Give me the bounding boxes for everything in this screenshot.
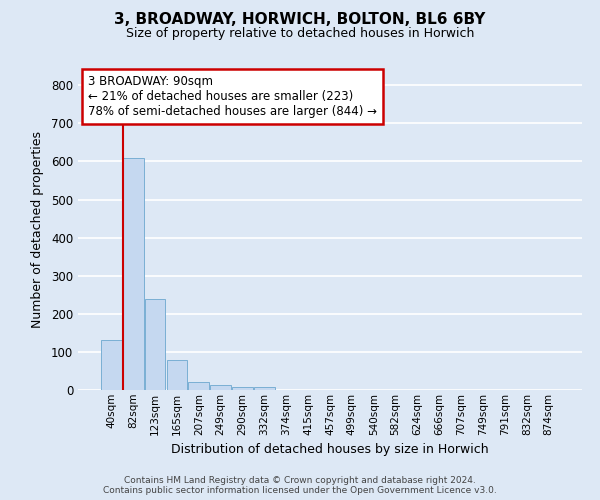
Text: 3 BROADWAY: 90sqm
← 21% of detached houses are smaller (223)
78% of semi-detache: 3 BROADWAY: 90sqm ← 21% of detached hous…: [88, 75, 377, 118]
Y-axis label: Number of detached properties: Number of detached properties: [31, 132, 44, 328]
Bar: [167, 360, 187, 390]
Text: 3, BROADWAY, HORWICH, BOLTON, BL6 6BY: 3, BROADWAY, HORWICH, BOLTON, BL6 6BY: [115, 12, 485, 28]
X-axis label: Distribution of detached houses by size in Horwich: Distribution of detached houses by size …: [171, 443, 489, 456]
Text: Contains HM Land Registry data © Crown copyright and database right 2024.
Contai: Contains HM Land Registry data © Crown c…: [103, 476, 497, 495]
Bar: [101, 340, 122, 390]
Bar: [254, 386, 275, 390]
Bar: [188, 382, 209, 390]
Bar: [123, 158, 143, 390]
Text: Size of property relative to detached houses in Horwich: Size of property relative to detached ho…: [126, 28, 474, 40]
Bar: [210, 386, 231, 390]
Bar: [232, 386, 253, 390]
Bar: [145, 300, 166, 390]
